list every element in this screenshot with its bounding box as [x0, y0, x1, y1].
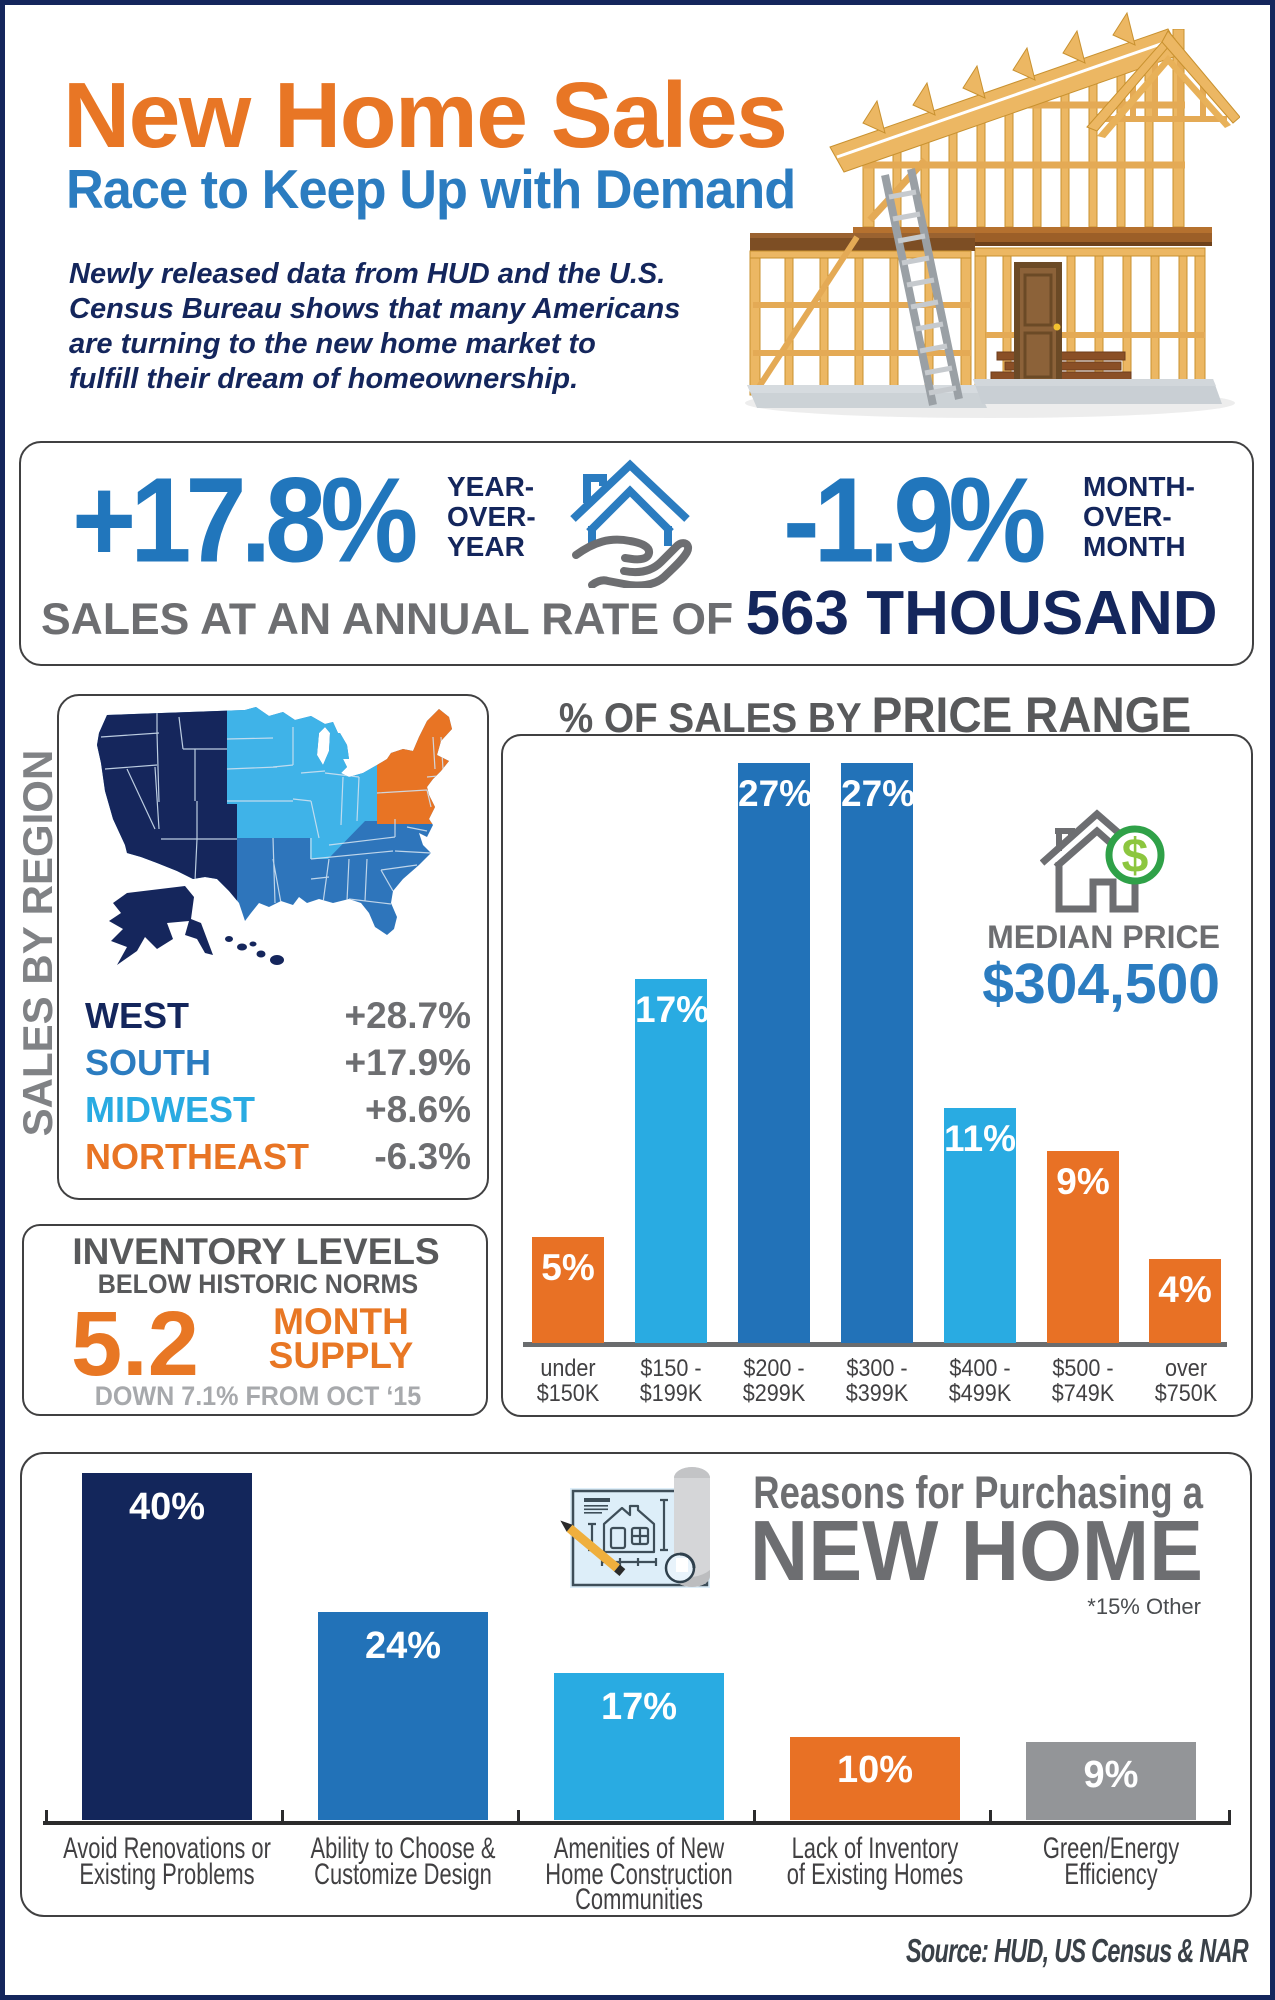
- svg-text:$: $: [1122, 830, 1149, 883]
